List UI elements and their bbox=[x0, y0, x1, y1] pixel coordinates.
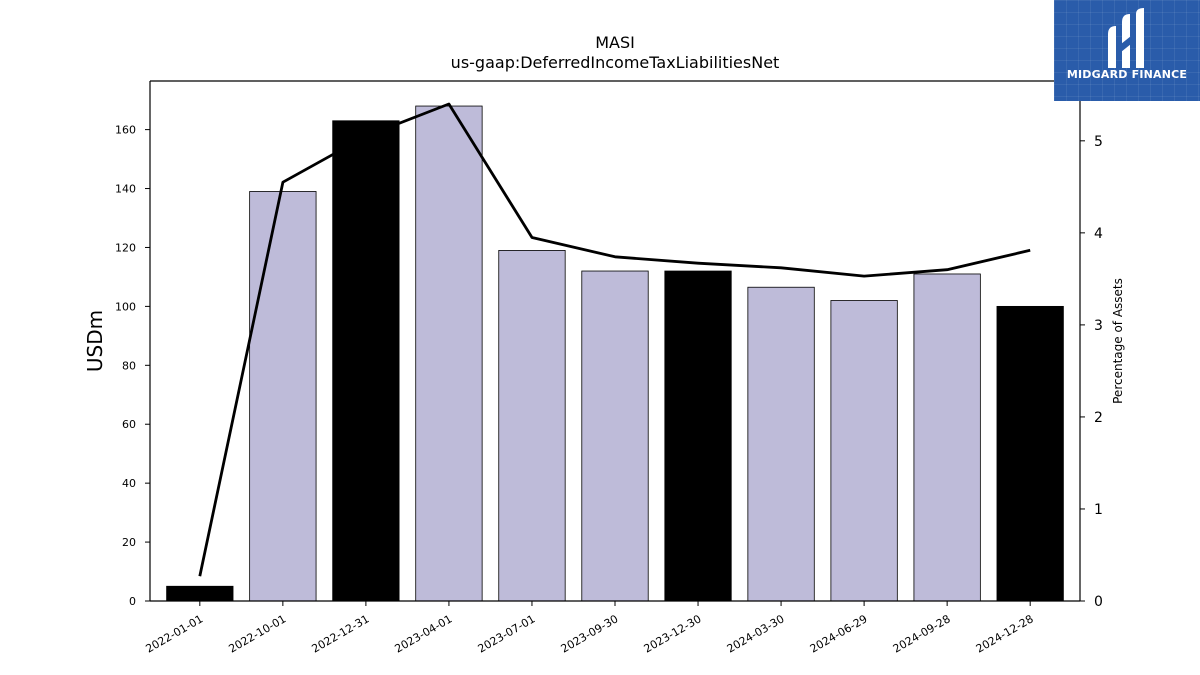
x-tick-label: 2023-12-30 bbox=[642, 612, 704, 655]
y-tick-label-left: 80 bbox=[122, 359, 136, 372]
x-tick-label: 2024-06-29 bbox=[808, 612, 870, 655]
x-tick-label: 2023-09-30 bbox=[559, 612, 621, 655]
x-tick-label: 2022-01-01 bbox=[143, 612, 205, 655]
logo-text: MIDGARD FINANCE bbox=[1066, 68, 1188, 81]
bar-2022-01-01 bbox=[166, 585, 234, 602]
y-tick-label-left: 20 bbox=[122, 536, 136, 549]
y-tick-label-left: 160 bbox=[115, 124, 136, 137]
y-tick-label-left: 60 bbox=[122, 418, 136, 431]
bar-2024-12-28 bbox=[996, 305, 1064, 602]
y-tick-label-left: 140 bbox=[115, 183, 136, 196]
y-tick-label-left: 120 bbox=[115, 241, 136, 254]
chart-title: MASI bbox=[595, 33, 635, 52]
y-tick-label-right: 0 bbox=[1094, 594, 1103, 610]
x-tick-label: 2022-12-31 bbox=[310, 612, 372, 655]
x-tick-label: 2024-12-28 bbox=[974, 612, 1036, 655]
y-tick-label-left: 0 bbox=[129, 595, 136, 608]
y-tick-label-right: 2 bbox=[1094, 410, 1103, 426]
bar-2024-09-28 bbox=[913, 273, 981, 602]
bar-2023-12-30 bbox=[664, 270, 732, 602]
y-tick-label-right: 5 bbox=[1094, 134, 1103, 150]
y-tick-label-left: 40 bbox=[122, 477, 136, 490]
x-tick-label: 2023-07-01 bbox=[476, 612, 538, 655]
y-axis-label-right: Percentage of Assets bbox=[1111, 278, 1125, 404]
x-tick-label: 2024-03-30 bbox=[725, 612, 787, 655]
y-axis-label-left: USDm bbox=[83, 310, 107, 372]
bar-2023-04-01 bbox=[415, 105, 483, 602]
bars-layer bbox=[166, 105, 1064, 602]
bar-2022-12-31 bbox=[332, 120, 400, 602]
bar-2024-06-29 bbox=[830, 300, 898, 602]
chart-subtitle: us-gaap:DeferredIncomeTaxLiabilitiesNet bbox=[451, 53, 780, 72]
bar-2022-10-01 bbox=[249, 191, 317, 602]
logo-mark-icon bbox=[1108, 8, 1144, 68]
x-tick-label: 2022-10-01 bbox=[226, 612, 288, 655]
bar-2023-09-30 bbox=[581, 270, 649, 602]
bar-2024-03-30 bbox=[747, 286, 815, 602]
x-tick-label: 2024-09-28 bbox=[891, 612, 953, 655]
midgard-finance-logo: MIDGARD FINANCE bbox=[1054, 0, 1200, 101]
bar-2023-07-01 bbox=[498, 250, 566, 602]
y-tick-label-right: 3 bbox=[1094, 318, 1103, 334]
y-tick-label-right: 1 bbox=[1094, 502, 1103, 518]
x-tick-label: 2023-04-01 bbox=[393, 612, 455, 655]
y-tick-label-left: 100 bbox=[115, 300, 136, 313]
y-tick-label-right: 4 bbox=[1094, 226, 1103, 242]
line-layer bbox=[198, 102, 1031, 577]
percentage-of-assets-line bbox=[198, 102, 1031, 577]
